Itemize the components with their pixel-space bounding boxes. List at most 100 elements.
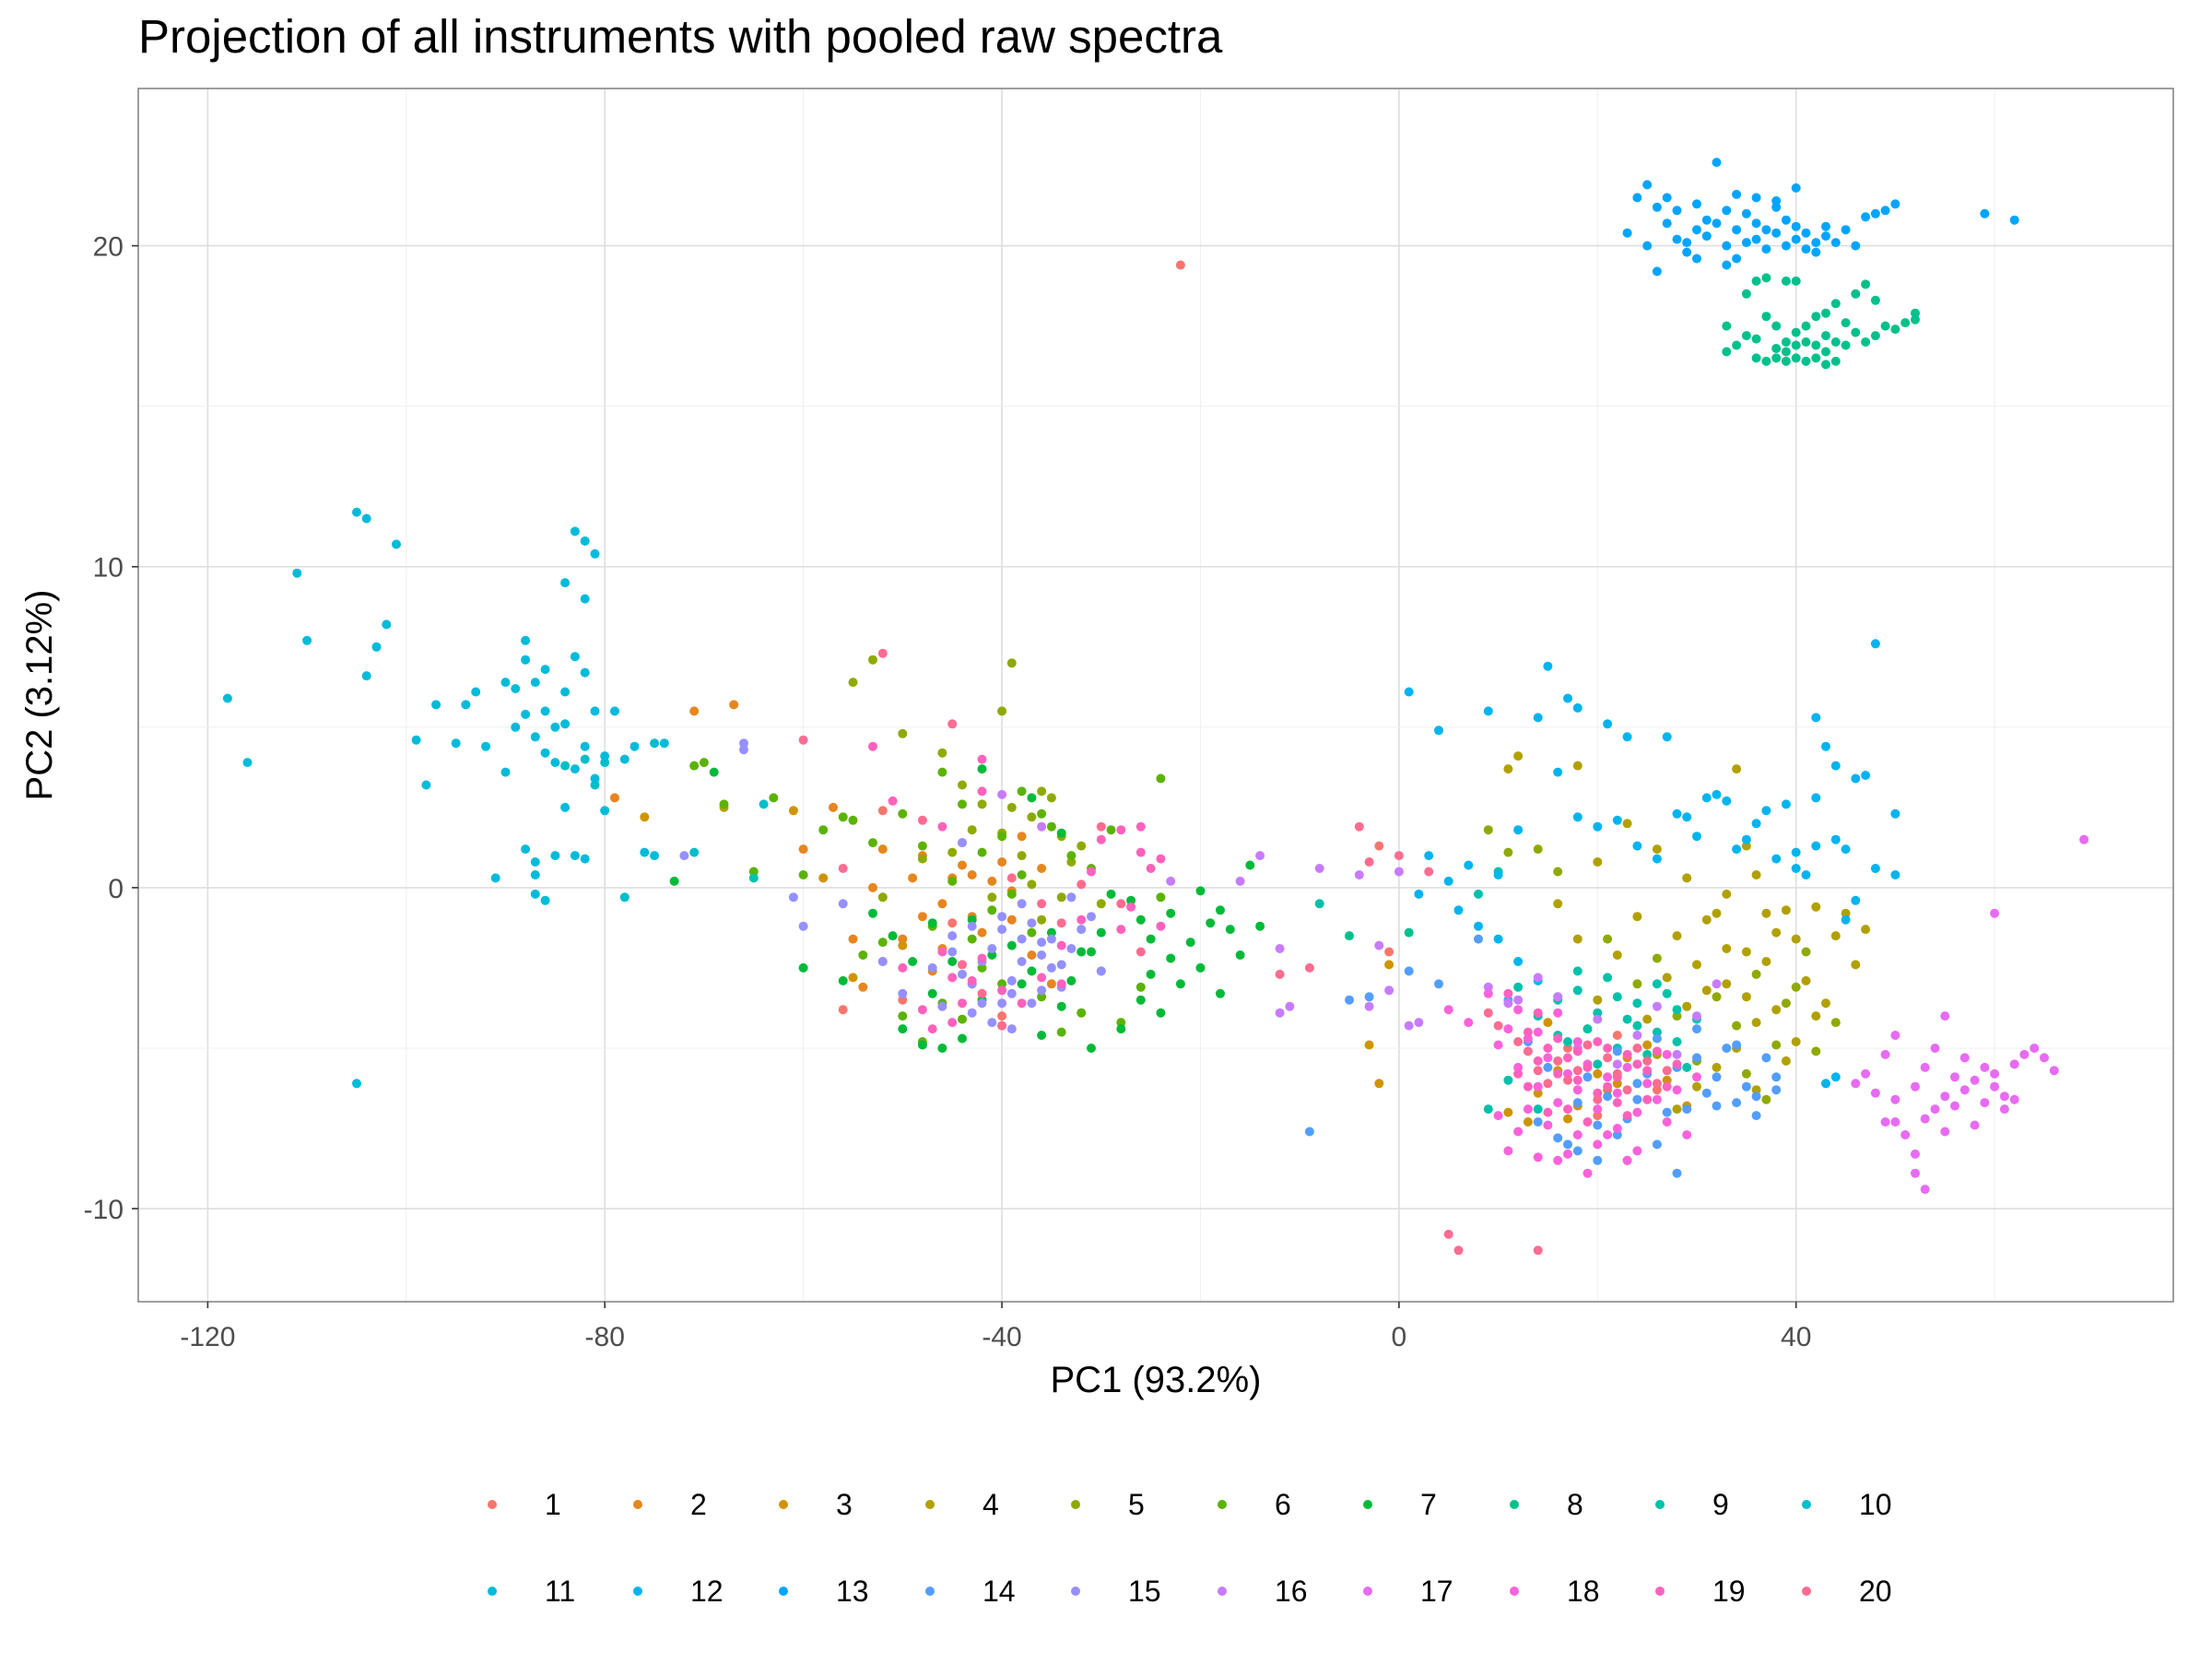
data-point [1056, 1001, 1066, 1011]
data-point [689, 847, 700, 857]
legend-item-12: 12 [633, 1575, 724, 1608]
data-point [1722, 1044, 1732, 1053]
data-point [1255, 921, 1265, 931]
data-point [1553, 1068, 1563, 1079]
data-point [1077, 841, 1087, 851]
legend-label: 7 [1420, 1488, 1437, 1521]
data-point [1632, 1094, 1642, 1104]
data-point [1037, 992, 1047, 1002]
data-point [1533, 1027, 1543, 1037]
series-13-points [1622, 158, 2019, 277]
data-point [1056, 940, 1066, 950]
data-point [1870, 1088, 1880, 1098]
data-point [1870, 331, 1880, 341]
data-point [1811, 713, 1821, 723]
data-point [1712, 158, 1722, 168]
data-point [1682, 1001, 1692, 1011]
data-point [1692, 1011, 1701, 1021]
data-point [1712, 908, 1722, 918]
data-point [977, 988, 987, 998]
data-point [1006, 975, 1017, 985]
data-point [729, 700, 739, 710]
data-point [1861, 925, 1871, 935]
data-point [1701, 793, 1712, 803]
data-point [1216, 905, 1225, 915]
data-point [1056, 918, 1066, 928]
data-point [1999, 1104, 2009, 1115]
data-point [1513, 825, 1524, 835]
data-point [352, 507, 361, 517]
data-point [1166, 908, 1176, 918]
legend-key [488, 1587, 497, 1596]
data-point [2009, 1094, 2019, 1104]
data-point [997, 979, 1007, 989]
data-point [1017, 832, 1027, 842]
data-point [1037, 985, 1047, 996]
data-point [1652, 202, 1662, 212]
data-point [1116, 825, 1126, 835]
data-point [1275, 1008, 1285, 1018]
series-15-points [679, 738, 1106, 1034]
data-point [1999, 1092, 2009, 1102]
data-point [292, 568, 302, 578]
data-point [917, 912, 927, 922]
data-point [1046, 934, 1056, 944]
data-point [629, 741, 640, 751]
data-point [947, 931, 958, 941]
data-point [530, 678, 540, 688]
data-point [1513, 995, 1524, 1005]
data-point [1523, 1117, 1533, 1127]
data-point [1513, 957, 1524, 966]
data-point [1732, 1040, 1742, 1050]
data-point [1682, 238, 1692, 248]
data-point [490, 873, 500, 883]
data-point [1364, 992, 1374, 1002]
data-point [619, 754, 629, 764]
legend-key [1655, 1500, 1665, 1509]
data-point [877, 892, 888, 903]
data-point [1771, 195, 1782, 206]
series-6-points [689, 758, 1166, 1046]
data-point [1593, 1068, 1603, 1079]
data-point [1751, 819, 1761, 829]
data-point [1930, 1044, 1940, 1053]
data-point [1017, 851, 1027, 861]
data-point [1572, 1037, 1583, 1046]
data-point [1533, 973, 1543, 983]
data-point [1890, 1094, 1900, 1104]
data-point [1841, 915, 1851, 925]
data-point [1593, 1155, 1603, 1165]
data-point [1642, 1040, 1653, 1050]
data-point [1563, 1037, 1572, 1046]
data-point [530, 889, 540, 899]
data-point [1722, 347, 1732, 357]
legend-key [1802, 1587, 1811, 1596]
data-point [1821, 221, 1830, 231]
data-point [1593, 1120, 1603, 1130]
legend-item-18: 18 [1510, 1575, 1600, 1608]
data-point [1006, 915, 1017, 925]
data-point [1781, 241, 1791, 251]
data-point [937, 899, 947, 909]
legend-label: 6 [1275, 1488, 1291, 1521]
data-point [1533, 1117, 1543, 1127]
data-point [1037, 899, 1047, 909]
data-point [1464, 860, 1474, 870]
data-point [1672, 1085, 1682, 1095]
data-point [1077, 947, 1087, 957]
data-point [1722, 321, 1732, 331]
data-point [1087, 947, 1096, 957]
data-point [1821, 231, 1830, 242]
legend-key [1071, 1587, 1080, 1596]
data-point [1612, 992, 1622, 1002]
data-point [1483, 1008, 1493, 1018]
data-point [580, 594, 590, 604]
data-points [222, 158, 2089, 1256]
data-point [1553, 1098, 1563, 1108]
x-tick-label: -80 [585, 1322, 625, 1352]
data-point [1543, 1044, 1553, 1053]
data-point [560, 578, 571, 588]
data-point [1354, 821, 1364, 832]
data-point [937, 821, 947, 832]
data-point [1056, 979, 1066, 989]
